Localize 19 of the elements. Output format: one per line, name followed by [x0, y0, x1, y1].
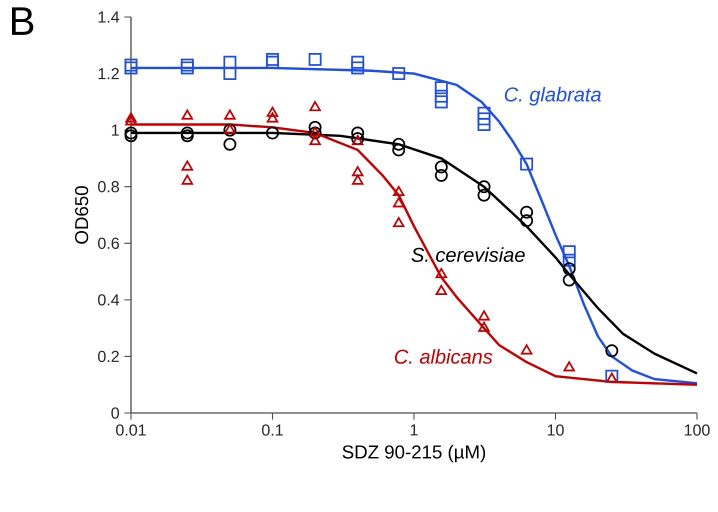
y-tick-label: 1 — [112, 124, 119, 136]
y-tick-label: 0.8 — [98, 181, 119, 192]
y-tick-label: 0.6 — [98, 238, 119, 249]
y-tick-label: 1.2 — [98, 68, 119, 80]
series-label: C. glabrata — [504, 86, 601, 106]
x-tick-label: 10 — [548, 424, 564, 436]
x-tick-label: 1 — [410, 424, 418, 436]
series-label: S. cerevisiae — [412, 247, 525, 262]
y-tick-label: 0.2 — [98, 350, 119, 362]
y-tick-label: 0 — [111, 407, 120, 419]
y-tick-label: 0.4 — [98, 294, 120, 306]
x-axis-title: SDZ 90-215 (µM) — [342, 444, 486, 462]
series-label: C. albicans — [394, 349, 492, 364]
y-tick-label: 1.4 — [98, 12, 120, 23]
x-tick-label: 0.01 — [116, 424, 146, 436]
x-tick-label: 0.1 — [262, 424, 283, 436]
x-tick-label: 100 — [684, 424, 710, 436]
y-axis-title: OD650 — [74, 186, 88, 244]
text: B — [12, 7, 34, 35]
